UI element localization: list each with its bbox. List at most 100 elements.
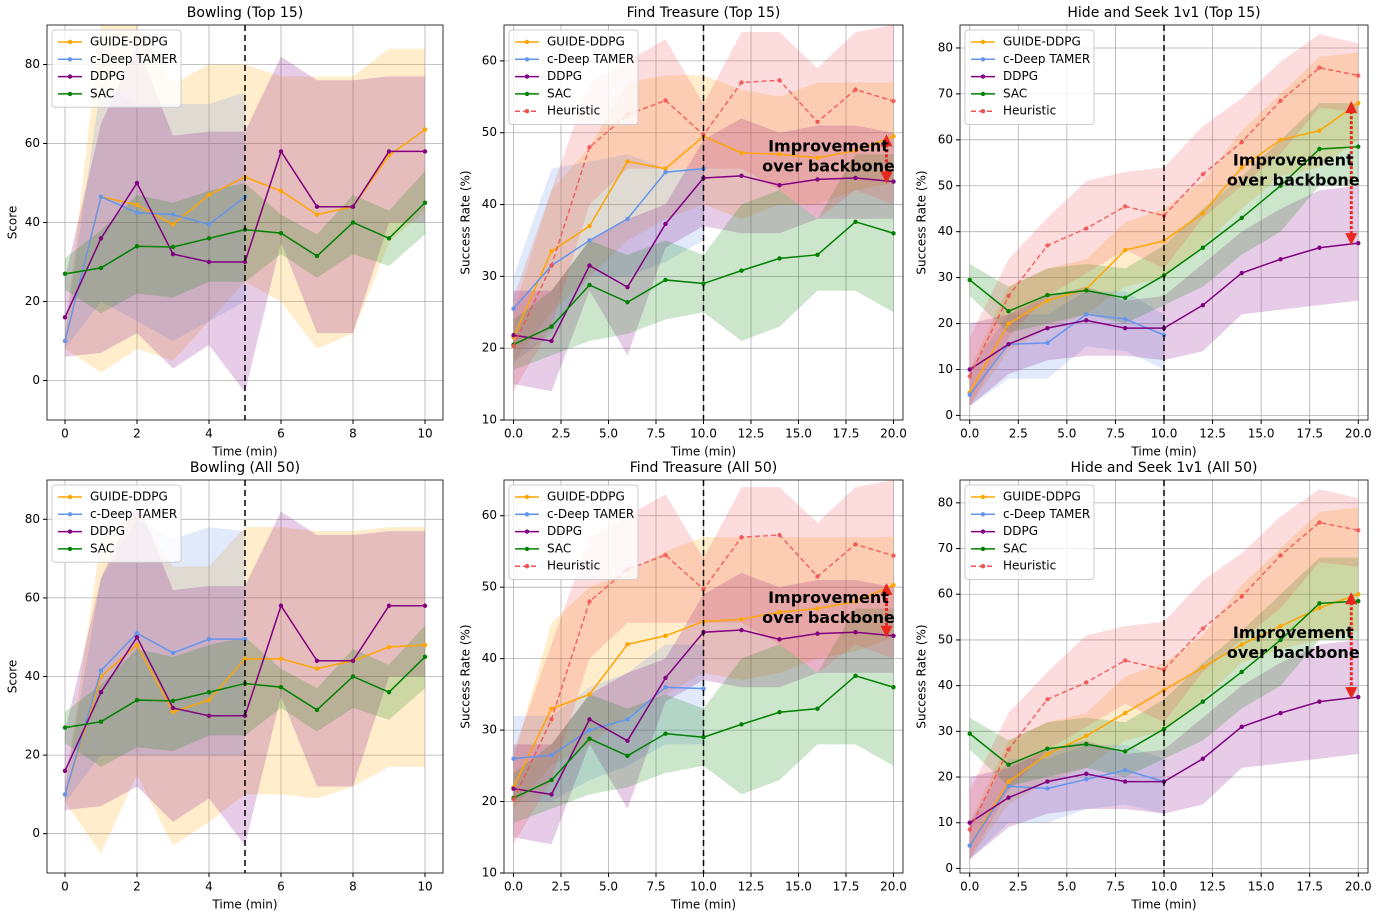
legend-label: SAC xyxy=(90,541,114,555)
y-tick-label: 40 xyxy=(482,651,497,665)
data-point xyxy=(1239,139,1244,145)
data-point xyxy=(891,179,896,184)
data-point xyxy=(1239,215,1244,221)
x-tick-label: 7.5 xyxy=(1106,427,1125,441)
x-tick-label: 2.5 xyxy=(551,880,570,894)
data-point xyxy=(739,627,744,633)
chart-title: Find Treasure (Top 15) xyxy=(627,5,781,21)
data-point xyxy=(386,603,392,608)
data-point xyxy=(815,155,820,161)
data-point xyxy=(815,252,820,258)
series-line xyxy=(512,167,704,310)
y-tick-label: 80 xyxy=(25,57,40,71)
data-point xyxy=(1084,312,1089,317)
data-point xyxy=(242,656,248,662)
data-point xyxy=(663,221,668,227)
data-point xyxy=(1200,302,1206,308)
legend-label: DDPG xyxy=(547,69,582,83)
legend-label: SAC xyxy=(1003,541,1027,555)
data-point xyxy=(891,685,896,690)
x-axis-label: Time (min) xyxy=(211,445,277,459)
data-point xyxy=(1006,342,1011,347)
y-axis-label: Success Rate (%) xyxy=(915,624,929,728)
annotation-text: Improvement xyxy=(1233,623,1354,642)
legend-label: GUIDE-DDPG xyxy=(1003,490,1081,504)
x-tick-label: 17.5 xyxy=(833,880,860,894)
legend-box xyxy=(508,484,639,580)
data-point xyxy=(1317,245,1322,250)
legend-label: DDPG xyxy=(1003,69,1038,83)
x-tick-label: 10 xyxy=(417,427,432,441)
data-point xyxy=(777,710,782,715)
data-point xyxy=(549,263,554,268)
data-point xyxy=(1239,642,1244,647)
data-point xyxy=(350,204,356,209)
data-point xyxy=(587,692,592,697)
data-point xyxy=(1084,318,1089,323)
x-tick-label: 6 xyxy=(277,427,285,441)
data-point xyxy=(1200,665,1206,670)
data-point xyxy=(511,333,516,338)
x-tick-label: 0 xyxy=(61,880,69,894)
x-tick-label: 2 xyxy=(133,427,141,441)
legend-label: c-Deep TAMER xyxy=(90,52,177,66)
data-point xyxy=(587,223,592,229)
data-point xyxy=(170,251,176,257)
data-point xyxy=(625,717,630,722)
data-point xyxy=(1122,316,1128,322)
data-point xyxy=(663,731,668,736)
data-point xyxy=(386,149,392,154)
legend-marker xyxy=(524,546,530,552)
y-tick-label: 40 xyxy=(25,669,40,683)
annotation-text: over backbone xyxy=(762,156,895,175)
data-point xyxy=(1200,756,1206,761)
data-point xyxy=(1200,172,1206,177)
data-point xyxy=(1317,520,1322,525)
data-point xyxy=(1317,65,1322,70)
data-point xyxy=(739,268,744,273)
x-tick-label: 10.0 xyxy=(690,427,717,441)
data-point xyxy=(853,673,858,678)
x-tick-label: 5.0 xyxy=(1057,427,1076,441)
legend-marker xyxy=(980,546,986,552)
legend-marker xyxy=(524,494,530,500)
data-point xyxy=(1006,783,1011,789)
panel: Hide and Seek 1v1 (Top 15) Time (min) Succ… xyxy=(915,5,1372,459)
legend-marker xyxy=(524,564,530,569)
data-point xyxy=(1278,257,1283,262)
data-point xyxy=(663,98,668,103)
data-point xyxy=(1239,669,1244,675)
data-point xyxy=(1278,710,1283,716)
data-point xyxy=(1122,749,1128,754)
y-tick-label: 20 xyxy=(482,794,497,808)
data-point xyxy=(1356,694,1361,700)
legend-marker xyxy=(524,74,530,79)
data-point xyxy=(587,736,592,741)
data-point xyxy=(98,690,104,695)
data-point xyxy=(422,642,428,648)
chart-title: Hide and Seek 1v1 (All 50) xyxy=(1071,460,1258,476)
legend-label: SAC xyxy=(547,86,571,100)
x-tick-label: 2 xyxy=(133,880,141,894)
data-point xyxy=(242,259,248,265)
y-tick-label: 20 xyxy=(25,748,40,762)
data-point xyxy=(1084,288,1089,293)
y-tick-label: 10 xyxy=(482,413,497,427)
data-point xyxy=(1122,710,1128,716)
series-line xyxy=(969,313,1165,396)
data-point xyxy=(549,338,554,344)
data-point xyxy=(549,752,554,758)
y-axis-label: Score xyxy=(6,660,20,694)
data-point xyxy=(739,150,744,156)
data-point xyxy=(1356,592,1361,597)
data-point xyxy=(587,238,592,243)
legend-label: GUIDE-DDPG xyxy=(90,490,168,504)
data-point xyxy=(1045,292,1050,298)
data-point xyxy=(278,603,284,608)
data-point xyxy=(587,282,592,288)
data-point xyxy=(350,658,356,663)
legend-marker xyxy=(67,512,73,517)
x-tick-label: 17.5 xyxy=(833,427,860,441)
data-point xyxy=(422,654,428,660)
